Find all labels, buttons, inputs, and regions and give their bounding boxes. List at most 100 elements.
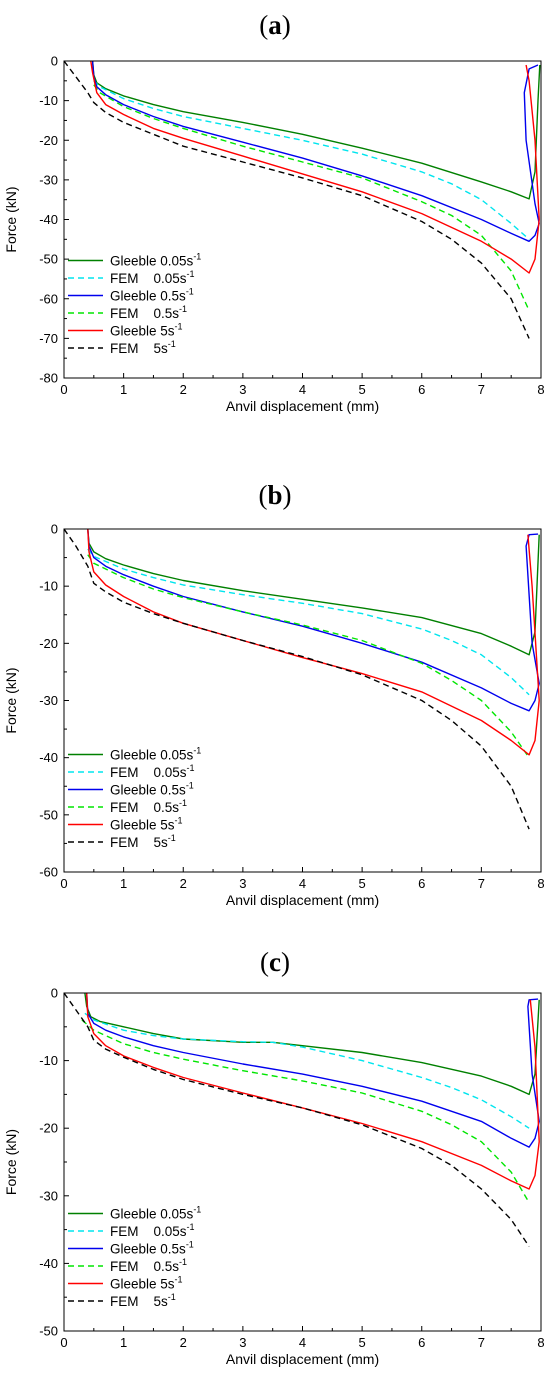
x-tick-label: 1 <box>120 876 127 891</box>
series-group <box>64 528 540 830</box>
legend-label: FEM 0.5s-1 <box>110 798 187 815</box>
legend-label: Gleeble 0.05s-1 <box>110 252 201 269</box>
y-tick-label: -50 <box>39 252 58 267</box>
series-line <box>81 1019 530 1203</box>
x-tick-label: 6 <box>418 876 425 891</box>
x-axis-label: Anvil displacement (mm) <box>226 398 379 414</box>
series-line <box>64 60 530 339</box>
series-line <box>87 528 540 712</box>
y-tick-label: -20 <box>39 1121 58 1136</box>
series-line <box>93 80 530 240</box>
x-tick-label: 8 <box>537 1335 544 1350</box>
legend-label: FEM 5s-1 <box>110 833 176 850</box>
panel-c: (c) 0 1 2 3 4 5 6 7 8 0 -10 -20 -30 -40 -50 Anvil displa… <box>3 947 545 1367</box>
y-tick-label: -50 <box>39 1324 58 1339</box>
y-axis-label: Force (kN) <box>3 186 19 252</box>
x-tick-label: 0 <box>60 876 67 891</box>
x-tick-label: 7 <box>478 382 485 397</box>
y-tick-label: 0 <box>51 522 58 537</box>
series-line <box>64 992 530 1247</box>
y-tick-label: -10 <box>39 579 58 594</box>
panel-label: (a) <box>259 10 291 40</box>
panel-b: (b) 0 1 2 3 4 5 6 7 8 0 -10 -20 -30 -40 -50 -60 Anvil dis… <box>3 480 545 908</box>
series-line <box>87 528 540 656</box>
y-tick-label: -10 <box>39 1053 58 1068</box>
x-tick-label: 5 <box>359 1335 366 1350</box>
y-tick-label: -60 <box>39 291 58 306</box>
y-tick-label: -40 <box>39 1256 58 1271</box>
legend-label: Gleeble 0.05s-1 <box>110 746 201 763</box>
y-tick-label: -20 <box>39 133 58 148</box>
series-line <box>93 84 530 311</box>
y-tick-label: 0 <box>51 54 58 69</box>
series-line <box>86 992 540 1148</box>
y-tick-label: -30 <box>39 1188 58 1203</box>
panel-a: (a) 0 1 2 3 4 5 6 7 8 0 -10 -20 -30 -40 -50 -60 -70 -80 Anv… <box>3 10 545 414</box>
legend-label: Gleeble 0.5s-1 <box>110 781 194 798</box>
series-line <box>87 548 530 696</box>
x-tick-label: 8 <box>537 876 544 891</box>
x-tick-label: 0 <box>60 382 67 397</box>
y-tick-label: -70 <box>39 331 58 346</box>
legend-label: Gleeble 0.05s-1 <box>110 1205 201 1222</box>
series-line <box>87 554 530 759</box>
series-line <box>64 528 530 830</box>
legend-label: FEM 0.05s-1 <box>110 1222 195 1239</box>
y-tick-label: -80 <box>39 371 58 386</box>
x-tick-label: 8 <box>537 382 544 397</box>
x-tick-label: 2 <box>180 382 187 397</box>
y-tick-label: -30 <box>39 693 58 708</box>
series-line <box>84 1012 530 1129</box>
x-tick-label: 4 <box>299 1335 306 1350</box>
legend-label: FEM 0.5s-1 <box>110 1257 187 1274</box>
y-axis-label: Force (kN) <box>3 1129 19 1195</box>
x-tick-label: 5 <box>359 382 366 397</box>
panel-label: (c) <box>260 947 290 977</box>
legend-label: FEM 5s-1 <box>110 339 176 356</box>
x-tick-label: 6 <box>418 1335 425 1350</box>
legend-label: Gleeble 0.5s-1 <box>110 1240 194 1257</box>
x-tick-label: 3 <box>239 382 246 397</box>
x-tick-label: 2 <box>180 876 187 891</box>
y-tick-label: -30 <box>39 172 58 187</box>
legend-label: FEM 0.05s-1 <box>110 269 195 286</box>
series-line <box>86 992 540 1190</box>
x-tick-label: 1 <box>120 382 127 397</box>
y-tick-label: -50 <box>39 807 58 822</box>
legend-label: FEM 0.05s-1 <box>110 763 195 780</box>
series-group <box>64 60 541 339</box>
x-tick-label: 4 <box>299 382 306 397</box>
legend-label: FEM 0.5s-1 <box>110 304 187 321</box>
series-group <box>64 992 540 1247</box>
x-tick-label: 0 <box>60 1335 67 1350</box>
legend-label: Gleeble 5s-1 <box>110 322 183 339</box>
x-tick-label: 5 <box>359 876 366 891</box>
y-tick-label: 0 <box>51 986 58 1001</box>
x-tick-label: 7 <box>478 1335 485 1350</box>
series-line <box>91 60 540 243</box>
series-line <box>87 528 540 756</box>
x-tick-label: 3 <box>239 876 246 891</box>
series-line <box>91 60 541 200</box>
legend-label: Gleeble 5s-1 <box>110 816 183 833</box>
legend-label: FEM 5s-1 <box>110 1292 176 1309</box>
x-tick-label: 7 <box>478 876 485 891</box>
x-axis-label: Anvil displacement (mm) <box>226 1351 379 1367</box>
y-tick-label: -40 <box>39 750 58 765</box>
y-tick-label: -10 <box>39 93 58 108</box>
series-line <box>90 60 540 274</box>
y-tick-label: -60 <box>39 865 58 880</box>
y-tick-label: -20 <box>39 636 58 651</box>
legend-label: Gleeble 0.5s-1 <box>110 287 194 304</box>
y-tick-label: -40 <box>39 212 58 227</box>
panel-label: (b) <box>258 480 291 510</box>
x-tick-label: 3 <box>239 1335 246 1350</box>
x-axis-label: Anvil displacement (mm) <box>226 892 379 908</box>
x-tick-label: 6 <box>418 382 425 397</box>
x-tick-label: 1 <box>120 1335 127 1350</box>
x-tick-label: 2 <box>180 1335 187 1350</box>
